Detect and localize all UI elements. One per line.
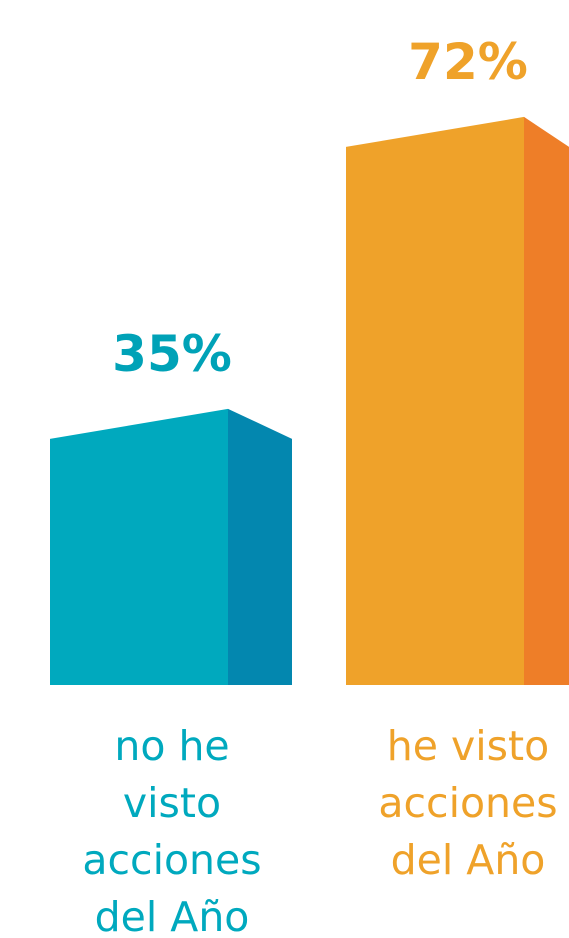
category-label-2-line-1: he visto (387, 722, 549, 770)
bar-front-2 (346, 116, 524, 686)
bar-side-1 (228, 408, 292, 685)
category-label-2: he visto acciones del Año (378, 722, 557, 884)
category-label-2-line-2: acciones (378, 779, 557, 827)
bar-group-2 (346, 116, 569, 686)
category-label-1-line-3: acciones (82, 836, 261, 884)
category-label-1-line-1: no he (114, 722, 229, 770)
category-label-2-line-3: del Año (391, 836, 546, 884)
data-label-2: 72% (408, 33, 528, 91)
bar-front-1 (50, 408, 228, 685)
category-label-1: no he visto acciones del Año (82, 722, 261, 938)
category-label-1-line-2: visto (123, 779, 221, 827)
bar-group-1 (50, 408, 292, 685)
category-label-1-line-4: del Año (95, 893, 250, 938)
bar-side-2 (524, 116, 569, 686)
data-label-1: 35% (112, 325, 232, 383)
